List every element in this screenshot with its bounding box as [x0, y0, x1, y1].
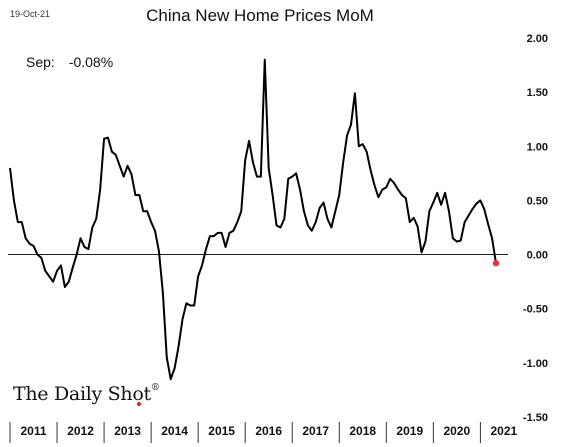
y-tick-label: -1.50	[523, 412, 548, 424]
x-tick-label: 2014	[161, 424, 188, 438]
x-tick-label: 2018	[349, 424, 376, 438]
x-tick-label: 2016	[255, 424, 282, 438]
series-line	[9, 58, 497, 381]
series-layer	[9, 58, 500, 381]
x-tick-label: 2021	[490, 424, 517, 438]
y-axis-tick-labels: 2.00 1.50 1.00 0.50 0.00 -0.50 -1.00 -1.50	[523, 33, 548, 424]
latest-point-marker	[492, 260, 500, 267]
x-tick-label: 2012	[67, 424, 94, 438]
y-tick-label: 1.50	[527, 87, 548, 99]
brand-logo: The Daily Shot®	[13, 383, 160, 405]
x-tick-label: 2017	[302, 424, 329, 438]
chart-title: China New Home Prices MoM	[146, 6, 374, 25]
brand-logo-dot	[137, 402, 141, 406]
x-axis-tick-labels: 2011 2012 2013 2014 2015 2016 2017 2018 2019 2020…	[20, 424, 517, 438]
x-tick-label: 2013	[114, 424, 141, 438]
y-tick-label: 0.00	[527, 250, 548, 262]
x-tick-label: 2019	[396, 424, 423, 438]
brand-name: The Daily Shot	[13, 383, 151, 405]
y-tick-label: 1.00	[527, 141, 548, 153]
brand-registered-mark: ®	[150, 383, 160, 393]
y-tick-label: 2.00	[527, 33, 548, 45]
latest-value-annotation: Sep: -0.08%	[26, 54, 113, 70]
y-tick-label: 0.50	[527, 195, 548, 207]
x-tick-label: 2011	[20, 424, 46, 438]
annotation-value: -0.08%	[68, 54, 114, 70]
x-axis-separators	[9, 422, 481, 443]
date-stamp: 19-Oct-21	[10, 9, 51, 19]
x-tick-label: 2015	[208, 424, 235, 438]
y-tick-label: -1.00	[523, 358, 548, 370]
annotation-label: Sep:	[26, 54, 55, 70]
x-tick-label: 2020	[443, 424, 470, 438]
y-tick-label: -0.50	[523, 304, 548, 316]
